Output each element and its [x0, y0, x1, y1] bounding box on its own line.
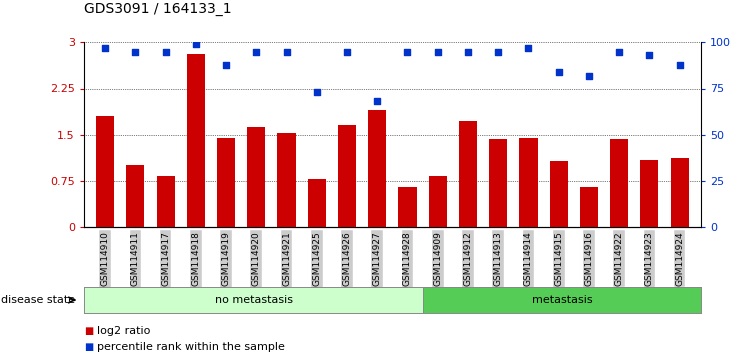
Bar	[671, 158, 688, 227]
Bar	[277, 133, 296, 227]
Point	[674, 62, 685, 67]
Point	[644, 52, 656, 58]
Text: log2 ratio: log2 ratio	[97, 326, 150, 336]
Bar	[519, 138, 537, 227]
Bar	[156, 176, 174, 227]
Point	[341, 49, 353, 55]
Text: GDS3091 / 164133_1: GDS3091 / 164133_1	[84, 2, 231, 16]
Point	[129, 49, 141, 55]
Point	[281, 49, 293, 55]
Bar	[126, 165, 145, 227]
Bar	[308, 179, 326, 227]
Text: disease state: disease state	[1, 295, 76, 305]
Point	[492, 49, 504, 55]
Point	[372, 98, 383, 104]
Point	[190, 41, 201, 47]
Text: percentile rank within the sample: percentile rank within the sample	[97, 342, 285, 352]
Point	[432, 49, 444, 55]
Bar	[580, 187, 598, 227]
Bar	[640, 160, 658, 227]
Bar	[247, 127, 266, 227]
Point	[402, 49, 413, 55]
Bar	[459, 121, 477, 227]
Text: metastasis: metastasis	[531, 295, 592, 305]
Point	[160, 49, 172, 55]
Bar	[610, 139, 629, 227]
Bar	[187, 53, 205, 227]
Text: ■: ■	[84, 342, 93, 352]
Text: no metastasis: no metastasis	[215, 295, 293, 305]
Bar	[489, 139, 507, 227]
Point	[99, 45, 111, 51]
Point	[250, 49, 262, 55]
Point	[462, 49, 474, 55]
Bar	[217, 138, 235, 227]
Point	[220, 62, 232, 67]
Bar	[550, 161, 568, 227]
Point	[311, 89, 323, 95]
Point	[553, 69, 564, 75]
Text: ■: ■	[84, 326, 93, 336]
Bar	[429, 176, 447, 227]
Point	[613, 49, 625, 55]
Bar	[338, 125, 356, 227]
Point	[523, 45, 534, 51]
Bar	[96, 116, 114, 227]
Bar	[399, 187, 417, 227]
Point	[583, 73, 595, 79]
Bar	[368, 110, 386, 227]
